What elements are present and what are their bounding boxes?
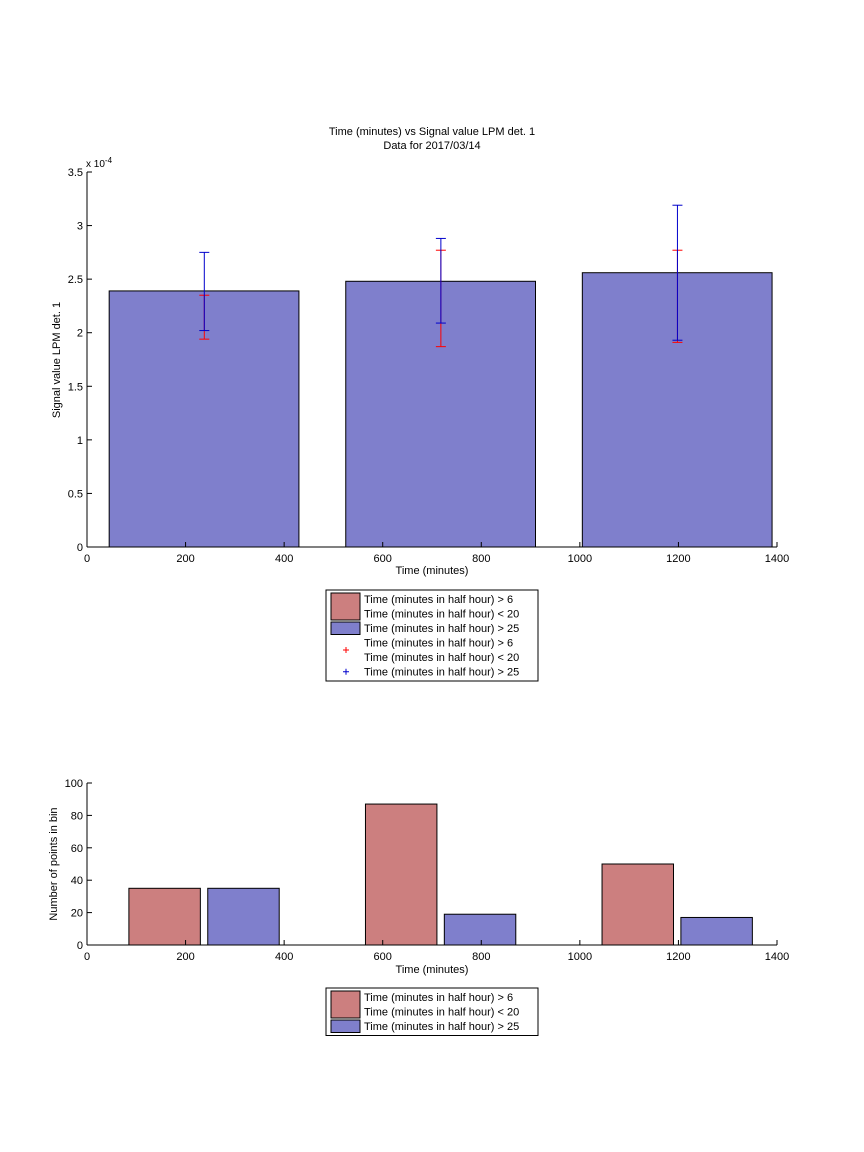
legend-entry-label: Time (minutes in half hour) > 25: [364, 667, 519, 679]
legend-box: [325, 589, 539, 682]
y-tick-label: 3.5: [68, 167, 83, 179]
x-tick-label: 600: [374, 553, 392, 565]
legend-entry-label: Time (minutes in half hour) < 20: [364, 609, 519, 621]
bar: [207, 887, 280, 946]
y-tick-label: 60: [71, 843, 83, 855]
legend-entry-label: Time (minutes in half hour) > 6: [364, 594, 513, 606]
axis-exponent: x 10-4: [86, 156, 113, 170]
x-tick-label: 400: [275, 951, 293, 963]
bar: [443, 913, 517, 946]
bar: [364, 803, 438, 946]
x-tick-label: 1400: [765, 553, 789, 565]
x-tick-label: 800: [472, 951, 490, 963]
y-tick-label: 80: [71, 810, 83, 822]
y-tick-label: 2: [77, 328, 83, 340]
x-tick-label: 1200: [666, 951, 690, 963]
y-axis-label: Signal value LPM det. 1: [51, 302, 63, 418]
x-axis-label: Time (minutes): [396, 565, 469, 577]
legend-entry-label: Time (minutes in half hour) < 20: [364, 1007, 519, 1019]
axis-exponent-power: -4: [105, 156, 113, 165]
y-tick-label: 100: [65, 778, 83, 790]
y-tick-label: 40: [71, 875, 83, 887]
legend: Time (minutes in half hour) > 6 Time (min…: [325, 589, 539, 682]
axes-group: 0 200 400 600 800 1000 1200 1400 0 20 40 60 80 100: [65, 778, 790, 963]
bar: [128, 887, 201, 946]
y-tick-label: 0.5: [68, 488, 83, 500]
y-tick-label: 2.5: [68, 274, 83, 286]
x-tick-label: 0: [84, 553, 90, 565]
y-tick-label: 0: [77, 940, 83, 952]
x-tick-label: 600: [374, 951, 392, 963]
legend-entry-label: Time (minutes in half hour) > 6: [364, 638, 513, 650]
axes-group: 0 200 400 600 800 1000 1200 1400 0 0.5 1 1.5 2 2.5 3 3.…: [68, 167, 790, 565]
y-tick-label: 20: [71, 908, 83, 920]
legend-entry-label: Time (minutes in half hour) > 6: [364, 992, 513, 1004]
y-tick-label: 3: [77, 221, 83, 233]
x-tick-label: 200: [176, 553, 194, 565]
legend-swatch: [330, 621, 361, 635]
y-axis-label: Number of points in bin: [48, 807, 60, 920]
legend-entry-label: Time (minutes in half hour) > 25: [364, 1021, 519, 1033]
y-tick-label: 0: [77, 542, 83, 554]
legend-swatch: [330, 990, 361, 1019]
legend-swatch: [330, 592, 361, 621]
legend-entry-label: Time (minutes in half hour) < 20: [364, 652, 519, 664]
bar: [680, 916, 753, 946]
errorbars-group: [199, 204, 683, 348]
x-axis-label: Time (minutes): [396, 964, 469, 976]
x-tick-label: 0: [84, 951, 90, 963]
x-tick-label: 200: [176, 951, 194, 963]
x-tick-label: 1200: [666, 553, 690, 565]
signal-chart: Time (minutes) vs Signal value LPM det. …: [51, 126, 790, 682]
bars-group: [128, 803, 753, 946]
axis-exponent-base: x 10: [86, 159, 105, 170]
legend-entry-label: Time (minutes in half hour) > 25: [364, 623, 519, 635]
x-tick-label: 1400: [765, 951, 789, 963]
chart-title: Time (minutes) vs Signal value LPM det. …: [329, 126, 535, 138]
x-tick-label: 1000: [568, 553, 592, 565]
count-chart: 0 200 400 600 800 1000 1200 1400 0 20 40 60 80 100 Ti…: [48, 778, 789, 1036]
bar: [601, 863, 674, 946]
x-tick-label: 800: [472, 553, 490, 565]
x-tick-label: 400: [275, 553, 293, 565]
legend: Time (minutes in half hour) > 6 Time (min…: [325, 987, 539, 1036]
x-tick-label: 1000: [568, 951, 592, 963]
chart-subtitle: Data for 2017/03/14: [383, 140, 480, 152]
y-tick-label: 1: [77, 435, 83, 447]
legend-box: [325, 987, 539, 1036]
legend-swatch: [330, 1019, 361, 1033]
y-tick-label: 1.5: [68, 381, 83, 393]
